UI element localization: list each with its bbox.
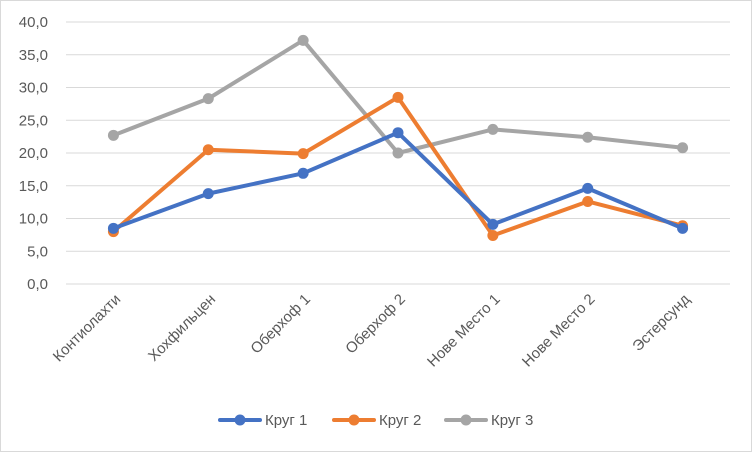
data-point — [202, 144, 214, 156]
x-tick-label: Хохфильцен — [145, 291, 219, 365]
legend-label: Круг 3 — [491, 412, 533, 429]
series-line — [111, 130, 685, 231]
data-point — [392, 91, 404, 103]
data-point — [202, 93, 214, 105]
y-tick-label: 5,0 — [27, 243, 48, 260]
y-tick-label: 35,0 — [19, 47, 48, 64]
data-point — [487, 218, 499, 230]
x-tick-label: Контиолахти — [50, 291, 124, 365]
legend-label: Круг 2 — [379, 412, 421, 429]
data-point — [487, 230, 499, 242]
x-tick-label: Нове Место 1 — [424, 291, 504, 371]
y-tick-label: 30,0 — [19, 80, 48, 97]
data-point — [202, 188, 214, 200]
data-point — [297, 148, 309, 160]
data-point — [297, 34, 309, 46]
legend-label: Круг 1 — [265, 412, 307, 429]
legend-marker — [348, 414, 360, 426]
x-tick-label: Оберхоф 2 — [342, 291, 409, 358]
data-point — [582, 195, 594, 207]
data-point — [677, 222, 689, 234]
legend: Круг 1 Круг 2 Круг 3 — [218, 412, 533, 429]
y-tick-label: 40,0 — [19, 14, 48, 31]
data-point — [677, 142, 689, 154]
y-tick-label: 15,0 — [19, 178, 48, 195]
data-point — [487, 123, 499, 135]
y-tick-label: 25,0 — [19, 112, 48, 129]
data-point — [582, 182, 594, 194]
y-tick-label: 0,0 — [27, 276, 48, 293]
legend-marker — [460, 414, 472, 426]
y-axis: 0,0 5,0 10,0 15,0 20,0 25,0 30,0 35,0 40,0 — [19, 14, 48, 293]
y-tick-label: 20,0 — [19, 145, 48, 162]
data-point — [297, 167, 309, 179]
data-point — [582, 131, 594, 143]
data-point — [107, 129, 119, 141]
x-tick-label: Эстерсунд — [629, 291, 693, 355]
data-point — [107, 222, 119, 234]
data-point — [392, 147, 404, 159]
data-point — [392, 127, 404, 139]
x-tick-label: Оберхоф 1 — [247, 291, 314, 358]
series-layer — [107, 34, 689, 242]
legend-marker — [234, 414, 246, 426]
x-tick-label: Нове Место 2 — [519, 291, 599, 371]
y-tick-label: 10,0 — [19, 211, 48, 228]
gridlines — [66, 21, 730, 285]
series-line — [111, 95, 685, 238]
